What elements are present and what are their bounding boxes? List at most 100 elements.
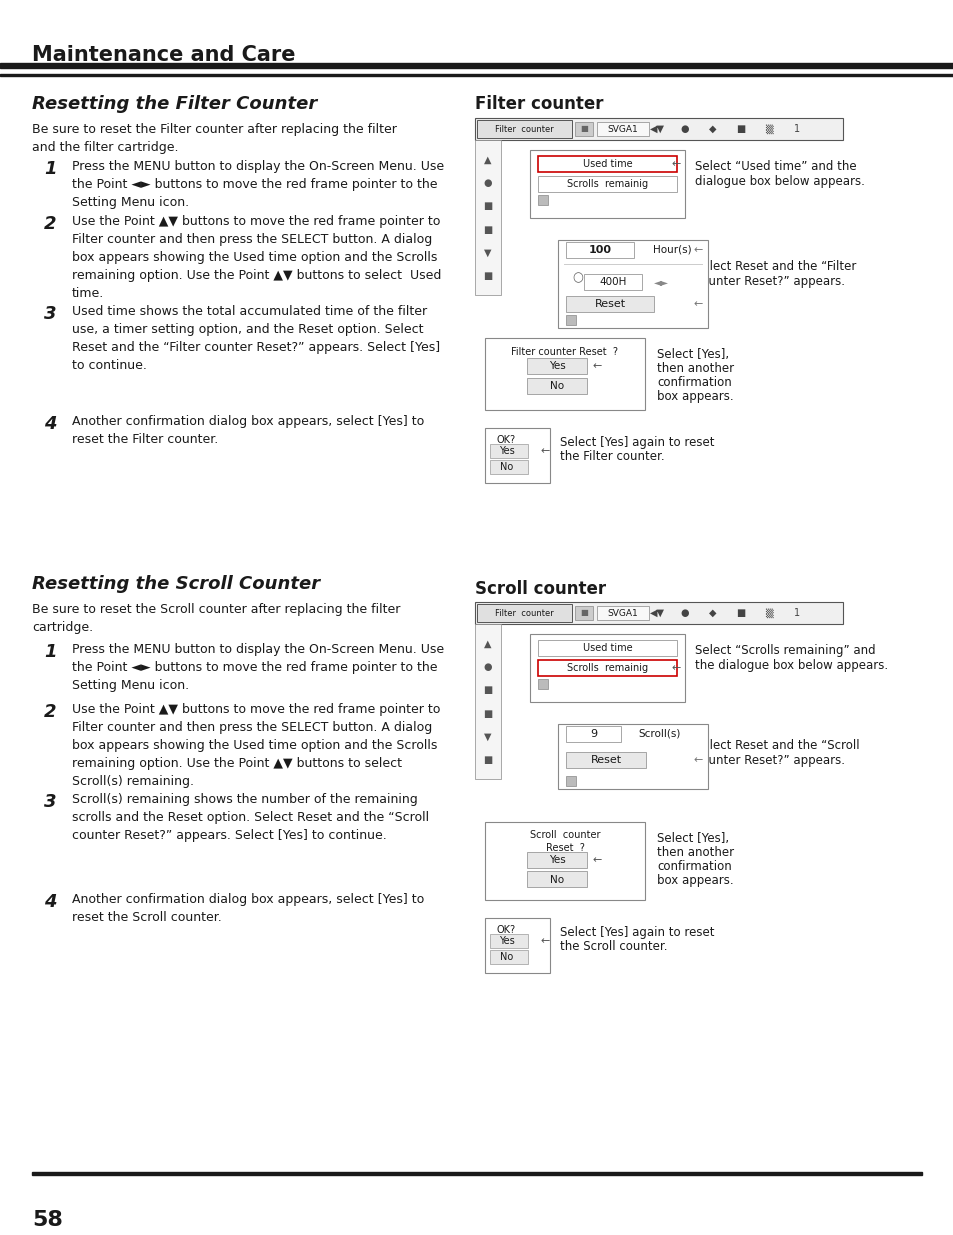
Text: 1: 1	[44, 643, 56, 661]
Bar	[484, 338, 644, 410]
Text: Filter counter: Filter counter	[475, 95, 603, 112]
Bar	[476, 120, 572, 138]
Text: ■: ■	[483, 755, 492, 764]
Text: Used time shows the total accumulated time of the filter
use, a timer setting op: Used time shows the total accumulated ti…	[71, 305, 439, 372]
Bar	[537, 659, 677, 676]
Text: ●: ●	[680, 124, 688, 135]
Text: ▲: ▲	[484, 638, 491, 650]
Text: Filter  counter: Filter counter	[495, 609, 554, 618]
Bar	[32, 1172, 921, 1174]
Text: Filter  counter: Filter counter	[495, 125, 554, 133]
Text: the Scroll counter.: the Scroll counter.	[559, 940, 667, 953]
Bar	[530, 149, 684, 219]
Text: the Filter counter.: the Filter counter.	[559, 450, 664, 463]
Text: ←: ←	[540, 936, 550, 946]
Text: ■: ■	[483, 685, 492, 695]
Text: Select [Yes],: Select [Yes],	[657, 832, 728, 845]
Text: then another: then another	[657, 362, 734, 375]
Text: Reset: Reset	[590, 755, 621, 764]
Bar	[475, 119, 842, 140]
Text: the dialogue box below appears.: the dialogue box below appears.	[695, 659, 887, 672]
Text: then another: then another	[657, 846, 734, 860]
Text: OK?: OK?	[497, 925, 516, 935]
Text: Scrolls  remainig: Scrolls remainig	[566, 663, 647, 673]
Bar	[490, 459, 527, 474]
Text: 9: 9	[590, 729, 597, 739]
Text: 100: 100	[588, 245, 611, 254]
Text: Scroll(s) remaining shows the number of the remaining
scrolls and the Reset opti: Scroll(s) remaining shows the number of …	[71, 793, 429, 842]
Text: ■: ■	[483, 225, 492, 235]
Text: ▒: ▒	[764, 608, 772, 618]
Text: No: No	[500, 462, 513, 472]
Text: 1: 1	[44, 161, 56, 178]
Text: Scroll(s): Scroll(s)	[638, 729, 679, 739]
Text: Yes: Yes	[498, 936, 515, 946]
Text: Select [Yes] again to reset: Select [Yes] again to reset	[559, 926, 714, 939]
Text: Select Reset and the “Scroll: Select Reset and the “Scroll	[695, 739, 859, 752]
Text: Select Reset and the “Filter: Select Reset and the “Filter	[695, 261, 856, 273]
Text: Scrolls  remainig: Scrolls remainig	[566, 179, 647, 189]
Bar	[490, 934, 527, 948]
Bar	[0, 63, 953, 68]
Bar	[526, 871, 586, 887]
Bar	[537, 195, 547, 205]
Bar	[597, 122, 648, 136]
Bar	[526, 358, 586, 374]
Bar	[558, 724, 707, 789]
Text: Reset: Reset	[594, 299, 625, 309]
Text: ▼: ▼	[484, 248, 491, 258]
Text: Reset  ?: Reset ?	[545, 844, 584, 853]
Bar	[537, 177, 677, 191]
Text: ←: ←	[693, 299, 702, 309]
Text: ←: ←	[671, 159, 680, 169]
Text: ◄►: ◄►	[654, 277, 668, 287]
Text: ◀▼: ◀▼	[649, 124, 664, 135]
Text: 400H: 400H	[598, 277, 626, 287]
Bar	[537, 679, 547, 689]
Text: 4: 4	[44, 415, 56, 433]
Text: ▼: ▼	[484, 732, 491, 742]
Text: Filter counter Reset  ?: Filter counter Reset ?	[511, 347, 618, 357]
Bar	[530, 634, 684, 701]
Bar	[565, 242, 634, 258]
Bar	[526, 852, 586, 868]
Bar	[565, 776, 576, 785]
Bar	[565, 296, 654, 312]
Bar	[575, 606, 593, 620]
Text: SVGA1: SVGA1	[607, 609, 638, 618]
Text: ←: ←	[671, 663, 680, 673]
Text: ←: ←	[540, 446, 550, 456]
Text: OK?: OK?	[497, 435, 516, 445]
Text: 2: 2	[44, 703, 56, 721]
Bar	[537, 156, 677, 172]
Text: ●: ●	[680, 608, 688, 618]
Text: ◀▼: ◀▼	[649, 608, 664, 618]
Text: Select [Yes] again to reset: Select [Yes] again to reset	[559, 436, 714, 450]
Bar	[558, 240, 707, 329]
Text: 58: 58	[32, 1210, 63, 1230]
Bar	[565, 726, 620, 742]
Bar	[490, 445, 527, 458]
Text: ←: ←	[593, 361, 601, 370]
Text: ▲: ▲	[484, 156, 491, 165]
Text: 3: 3	[44, 793, 56, 811]
Bar	[484, 823, 644, 900]
Text: ○: ○	[572, 272, 582, 284]
Bar	[565, 315, 576, 325]
Text: ■: ■	[483, 201, 492, 211]
Bar	[583, 274, 641, 290]
Bar	[0, 74, 953, 77]
Text: counter Reset?” appears.: counter Reset?” appears.	[695, 275, 844, 288]
Text: Maintenance and Care: Maintenance and Care	[32, 44, 295, 65]
Text: ■: ■	[579, 609, 587, 618]
Text: ←: ←	[693, 755, 702, 764]
Text: ▒: ▒	[764, 124, 772, 135]
Text: Select “Scrolls remaining” and: Select “Scrolls remaining” and	[695, 643, 875, 657]
Text: ←: ←	[593, 855, 601, 864]
Text: Press the MENU button to display the On-Screen Menu. Use
the Point ◄► buttons to: Press the MENU button to display the On-…	[71, 643, 444, 692]
Text: ◆: ◆	[708, 608, 716, 618]
Text: Resetting the Scroll Counter: Resetting the Scroll Counter	[32, 576, 320, 593]
Text: No: No	[549, 382, 563, 391]
Bar	[475, 140, 500, 295]
Text: confirmation: confirmation	[657, 860, 731, 873]
